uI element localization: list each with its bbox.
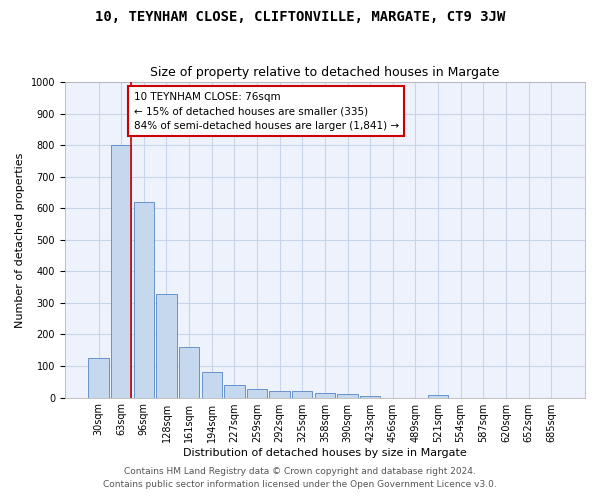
X-axis label: Distribution of detached houses by size in Margate: Distribution of detached houses by size … bbox=[183, 448, 467, 458]
Bar bbox=[360, 396, 380, 398]
Title: Size of property relative to detached houses in Margate: Size of property relative to detached ho… bbox=[150, 66, 500, 80]
Bar bbox=[315, 393, 335, 398]
Bar bbox=[428, 395, 448, 398]
Bar bbox=[247, 389, 267, 398]
Text: 10 TEYNHAM CLOSE: 76sqm
← 15% of detached houses are smaller (335)
84% of semi-d: 10 TEYNHAM CLOSE: 76sqm ← 15% of detache… bbox=[134, 92, 399, 131]
Bar bbox=[157, 294, 176, 398]
Bar bbox=[134, 202, 154, 398]
Bar bbox=[179, 347, 199, 398]
Text: Contains HM Land Registry data © Crown copyright and database right 2024.
Contai: Contains HM Land Registry data © Crown c… bbox=[103, 468, 497, 489]
Bar bbox=[88, 358, 109, 398]
Bar bbox=[337, 394, 358, 398]
Bar bbox=[111, 145, 131, 398]
Y-axis label: Number of detached properties: Number of detached properties bbox=[15, 152, 25, 328]
Text: 10, TEYNHAM CLOSE, CLIFTONVILLE, MARGATE, CT9 3JW: 10, TEYNHAM CLOSE, CLIFTONVILLE, MARGATE… bbox=[95, 10, 505, 24]
Bar bbox=[202, 372, 222, 398]
Bar bbox=[269, 390, 290, 398]
Bar bbox=[224, 385, 245, 398]
Bar bbox=[292, 392, 313, 398]
